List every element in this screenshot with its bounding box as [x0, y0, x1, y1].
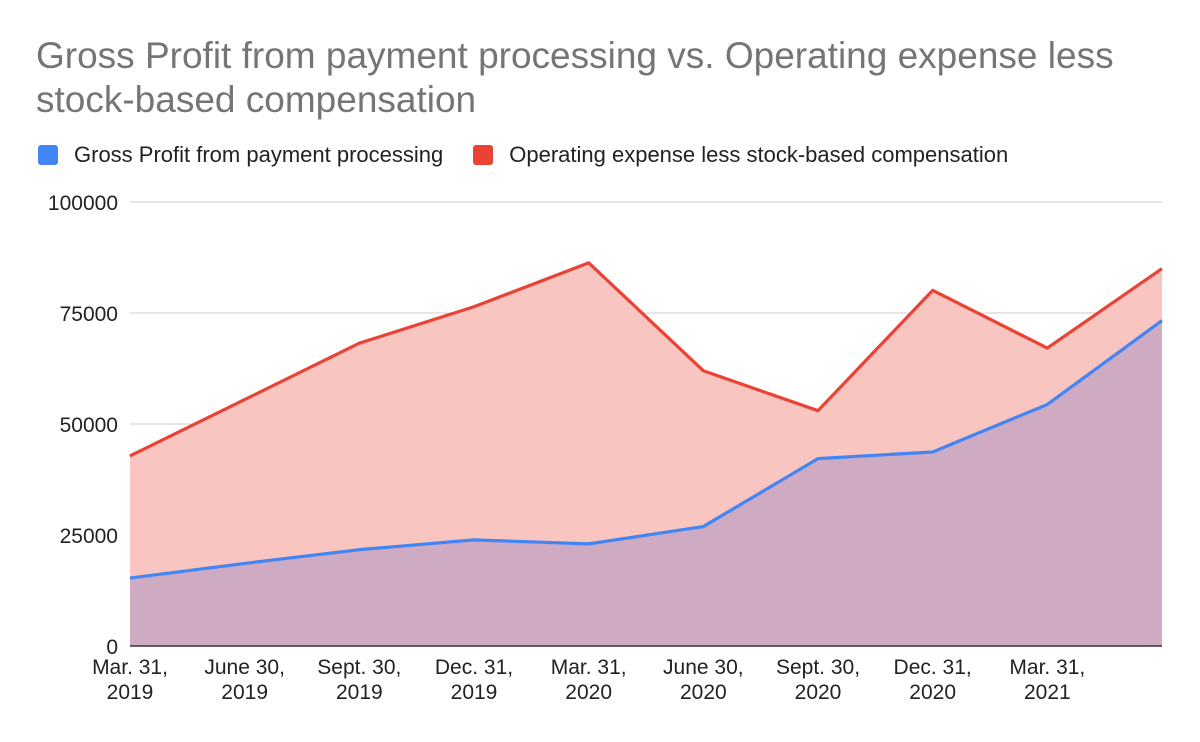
x-tick-label: June 30, 2019	[204, 656, 285, 704]
x-tick-label: June 30, 2020	[663, 656, 744, 704]
y-tick-label: 75000	[60, 303, 118, 326]
series-area-0	[130, 320, 1162, 646]
legend-swatch-operating-expense	[473, 145, 494, 165]
x-tick-label: Sept. 30, 2019	[317, 656, 401, 704]
x-tick-label: Dec. 31, 2020	[894, 656, 972, 704]
legend-swatch-gross-profit	[38, 145, 58, 165]
chart-legend: Gross Profit from payment processing Ope…	[38, 140, 1038, 170]
series-line-0	[129, 319, 1163, 580]
x-tick-label: Mar. 31, 2019	[92, 656, 168, 704]
x-tick-label: Sept. 30, 2020	[776, 656, 860, 704]
legend-item-gross-profit[interactable]: Gross Profit from payment processing	[38, 142, 443, 168]
series-line-1	[129, 261, 1163, 458]
x-tick-label: Dec. 31, 2019	[435, 656, 513, 704]
chart-title: Gross Profit from payment processing vs.…	[36, 35, 1114, 120]
legend-label-operating-expense: Operating expense less stock-based compe…	[509, 142, 1009, 167]
legend-label-gross-profit: Gross Profit from payment processing	[74, 142, 444, 167]
x-tick-label: Mar. 31, 2021	[1009, 656, 1085, 704]
y-tick-label: 50000	[60, 414, 118, 437]
y-tick-label: 100000	[48, 192, 118, 215]
y-tick-label: 25000	[60, 525, 118, 548]
legend-item-operating-expense[interactable]: Operating expense less stock-based compe…	[473, 142, 1008, 168]
x-tick-label: Mar. 31, 2020	[551, 656, 627, 704]
y-tick-label: 0	[106, 636, 118, 659]
